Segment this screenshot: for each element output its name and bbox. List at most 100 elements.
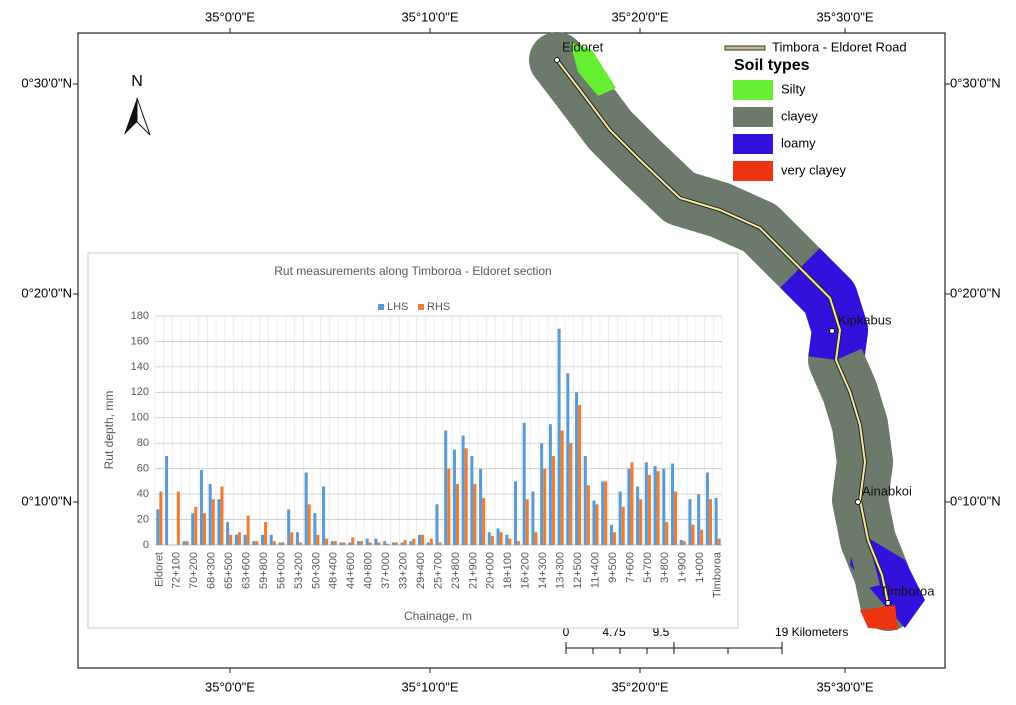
x-tick-label: 7+600 [624,552,636,583]
bar [281,542,285,545]
bar [365,538,369,545]
y-tick-label: 80 [137,437,149,449]
x-tick-label: 29+400 [415,552,427,589]
bar [383,541,387,545]
legend-swatch [378,304,384,310]
bar [575,392,579,545]
bar [394,542,398,545]
north-label: N [131,73,143,90]
y-axis-label: Rut depth, mm [102,391,116,470]
y-tick-label: 40 [137,488,149,500]
town-marker [855,499,861,505]
town-marker [554,57,560,63]
bar [217,499,221,545]
x-tick-label: 12+500 [572,552,584,589]
bar [435,504,439,545]
bar [665,522,669,545]
scale-label: 0 [563,625,570,639]
top-coord-label: 35°30'0"E [816,9,873,24]
soil-silty [570,42,616,96]
left-coord-label: 0°30'0"N [21,75,72,90]
bar [499,532,503,545]
bar [464,448,468,545]
bar [403,539,407,545]
right-coord-label: 0°20'0"N [950,285,1001,300]
bar [674,491,678,545]
bar [543,468,547,545]
bar [176,491,180,545]
bar [508,538,512,545]
legend-label: RHS [427,301,450,313]
bar [278,542,282,545]
bar [644,462,648,545]
x-tick-label: 37+000 [380,552,392,589]
legend-label: very clayey [781,162,847,177]
bar [697,494,701,545]
bar [473,483,477,545]
bar [604,481,608,545]
bar [455,483,459,545]
x-tick-label: 40+800 [363,552,375,589]
bar [295,532,299,545]
right-coord-label: 0°30'0"N [950,75,1001,90]
x-axis-label: Chainage, m [404,609,472,623]
x-tick-label: 48+400 [328,552,340,589]
bar [391,542,395,545]
bar [409,541,413,545]
bottom-coord-label: 35°30'0"E [816,679,873,694]
bar [191,513,195,545]
bar [670,463,675,545]
bar [688,499,692,545]
bar [662,468,666,545]
bar [325,538,329,545]
scale-bar [565,642,783,654]
town-label: Eldoret [562,39,604,54]
bar [569,443,573,545]
bar [298,542,302,545]
bar [438,542,442,545]
bar [290,532,294,545]
x-tick-label: 72+100 [171,552,183,589]
bar [627,468,631,545]
x-tick-label: 1+000 [694,552,706,583]
y-tick-label: 140 [131,361,149,373]
scale-label: 19 Kilometers [775,625,848,639]
bar [400,542,404,545]
town-label: Kipkabus [838,312,892,327]
road-legend-swatch [724,45,766,51]
bar [639,499,643,545]
x-tick-label: 13+300 [555,552,567,589]
legend-title: Soil types [734,57,810,74]
bar [202,513,207,545]
top-coord-label: 35°0'0"E [205,9,255,24]
bar [705,472,709,545]
x-tick-label: 18+100 [502,552,514,589]
bar [578,405,582,545]
bar [229,534,233,545]
bar [714,497,718,545]
x-tick-label: 14+300 [537,552,549,589]
north-arrow: N [124,73,151,136]
bar [255,541,259,545]
bar [557,328,561,545]
soil-very-clayey [860,605,898,630]
bar [307,504,311,545]
right-coord-label: 0°10'0"N [950,493,1001,508]
x-tick-label: 53+200 [293,552,305,589]
x-tick-label: 16+200 [520,552,532,589]
scale-label: 9.5 [653,625,670,639]
legend-label: Silty [781,81,806,96]
y-tick-label: 20 [137,513,149,525]
bar [243,534,247,545]
bar [522,422,526,545]
bar [592,500,596,545]
x-tick-label: 50+300 [310,552,322,589]
bar [447,468,451,545]
legend-swatch [733,161,773,181]
bar [199,469,203,545]
corridor [529,32,925,631]
bar [234,534,238,545]
bar [679,539,683,545]
legend-swatch [733,134,773,154]
y-tick-label: 100 [131,412,149,424]
